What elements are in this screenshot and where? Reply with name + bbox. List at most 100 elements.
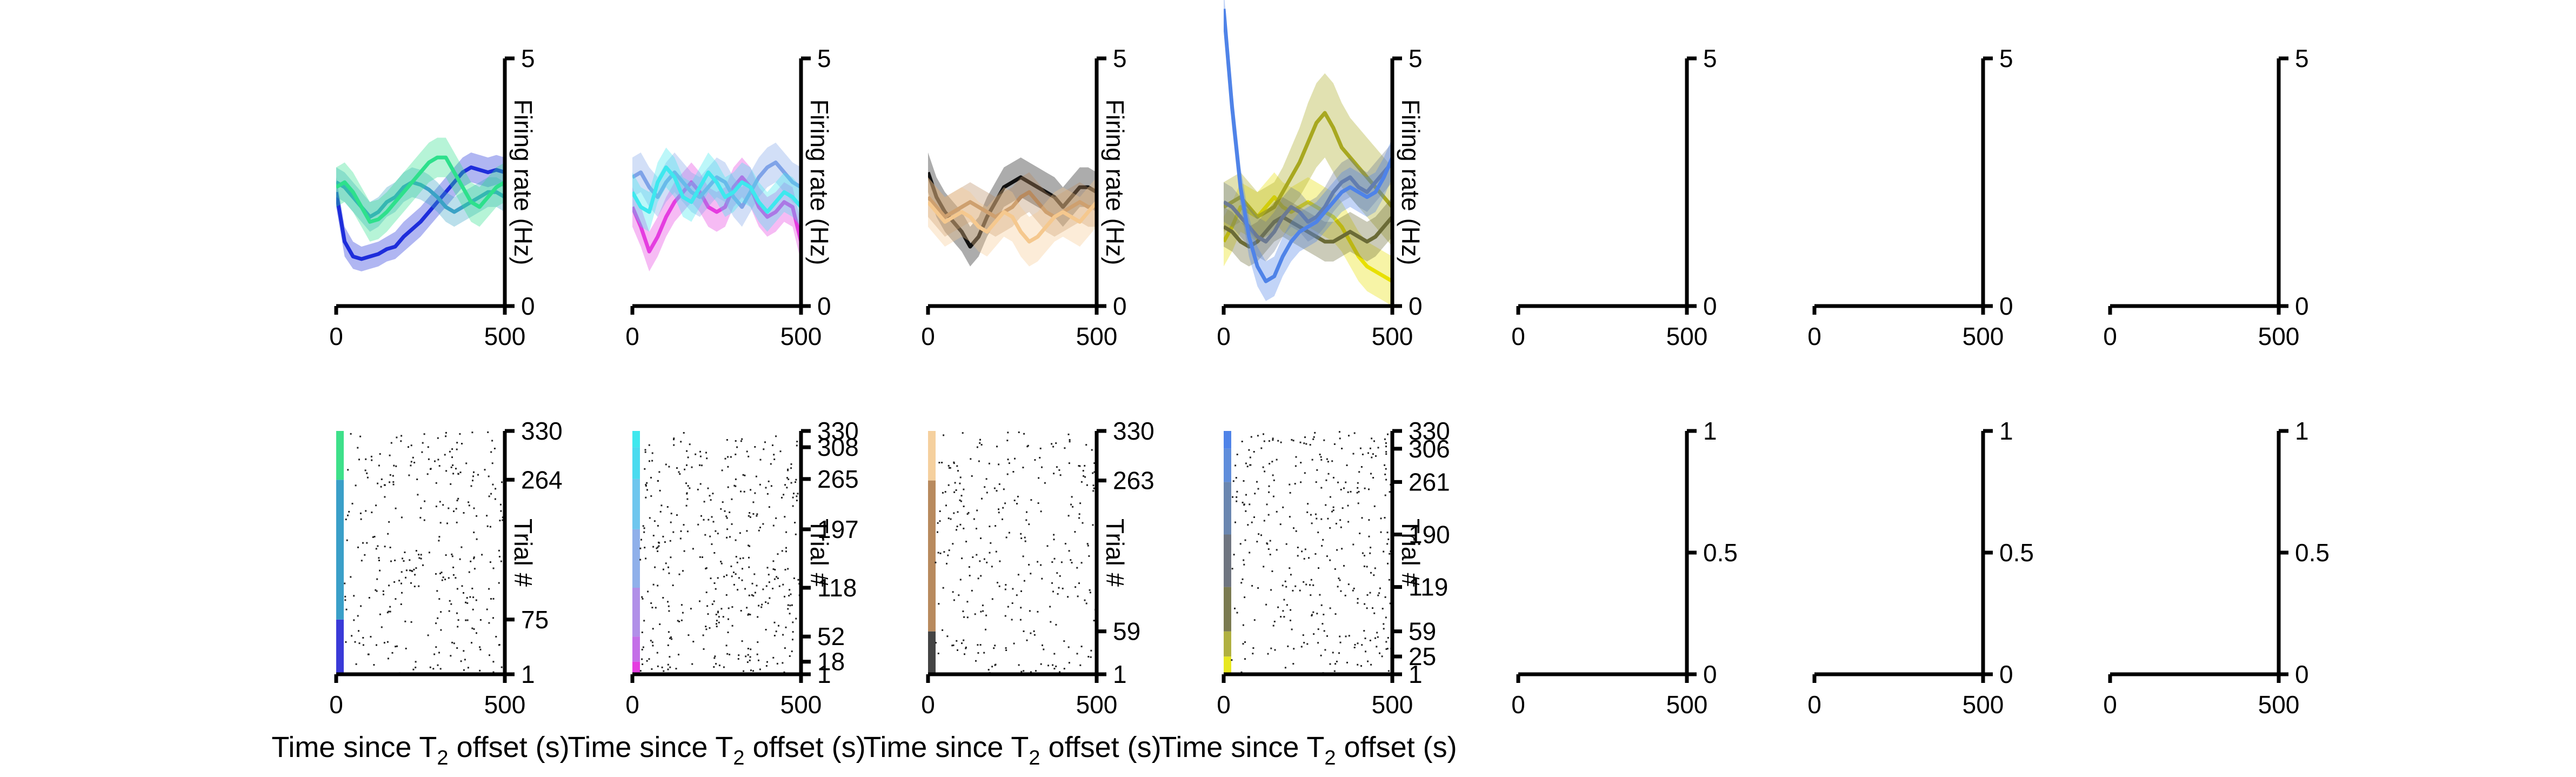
- raster-3-spike: [979, 439, 981, 441]
- raster-3-spike: [970, 458, 972, 460]
- raster-4-spike: [1285, 543, 1287, 545]
- raster-2-spike: [795, 479, 797, 481]
- raster-4-spike: [1295, 530, 1297, 532]
- raster-2-spike: [661, 666, 663, 668]
- raster-4-spike: [1343, 487, 1345, 489]
- raster-1-spike: [376, 590, 378, 592]
- raster-2-spike: [777, 553, 779, 555]
- raster-2-spike: [767, 602, 769, 605]
- raster-3-spike: [982, 605, 984, 607]
- raster-2-spike: [651, 452, 653, 454]
- raster-2-spike: [725, 515, 728, 517]
- raster-2-spike: [727, 486, 729, 488]
- raster-4-spike: [1314, 431, 1316, 434]
- raster-1-spike: [453, 510, 455, 513]
- raster-3-spike: [959, 476, 962, 479]
- raster-4-spike: [1357, 602, 1359, 604]
- raster-4-spike: [1320, 459, 1323, 461]
- raster-2-spike: [717, 533, 719, 535]
- raster-2-spike: [668, 610, 670, 612]
- raster-1-spike: [435, 573, 437, 575]
- raster-3-spike: [989, 552, 991, 554]
- raster-2-spike: [777, 577, 779, 579]
- raster-2-spike: [722, 616, 724, 618]
- raster-3-spike: [1035, 670, 1037, 672]
- raster-3-spike: [1074, 531, 1076, 533]
- raster-4-spike: [1232, 496, 1233, 498]
- raster-2-spike: [709, 627, 711, 629]
- raster-2-spike: [765, 629, 767, 630]
- raster-2-spike: [764, 441, 766, 443]
- raster-2-spike: [697, 488, 699, 490]
- raster-4-spike: [1329, 559, 1331, 561]
- raster-1-y-label: Trial #: [509, 519, 537, 587]
- raster-3-spike: [1012, 471, 1015, 473]
- psth-4-x-tick-label: 0: [1217, 322, 1231, 350]
- raster-3-spike: [995, 550, 997, 553]
- raster-3-spike: [998, 463, 1000, 466]
- raster-4-y-tick-label: 190: [1409, 520, 1450, 548]
- raster-3-spike: [1067, 433, 1070, 435]
- raster-3-spike: [1040, 564, 1042, 566]
- raster-4-spike: [1385, 641, 1387, 643]
- raster-4-spike: [1370, 572, 1372, 574]
- raster-4-spike: [1305, 443, 1307, 445]
- raster-2-spike: [735, 485, 737, 487]
- raster-2-spike: [652, 583, 655, 586]
- raster-1-spike: [481, 554, 483, 556]
- raster-2-spike: [781, 496, 783, 499]
- raster-1-spike: [411, 570, 413, 572]
- raster-3-spike: [1090, 649, 1092, 652]
- raster-2-spike: [784, 595, 785, 597]
- psth-6-y-tick-label: 5: [1999, 44, 2013, 72]
- raster-4-spike: [1347, 583, 1350, 586]
- raster-1-spike: [376, 644, 377, 646]
- raster-3-spike: [1007, 459, 1009, 461]
- raster-3-spike: [1069, 439, 1071, 441]
- raster-1-spike: [488, 495, 490, 497]
- raster-3-spike: [943, 551, 945, 553]
- raster-4-spike: [1369, 447, 1371, 449]
- raster-2-spike: [746, 661, 749, 663]
- raster-2-spike: [670, 556, 672, 559]
- raster-3-spike: [952, 543, 954, 545]
- raster-1-spike: [461, 585, 463, 587]
- raster-2-spike: [797, 493, 799, 495]
- raster-3-spike: [1023, 433, 1025, 435]
- raster-2-spike: [650, 476, 652, 479]
- raster-2-spike: [720, 561, 722, 563]
- raster-1-spike: [345, 641, 347, 643]
- raster-2-spike: [789, 613, 791, 615]
- raster-1-spike: [428, 458, 430, 460]
- raster-3-spike: [945, 504, 947, 507]
- raster-4-y-tick-label: 330: [1409, 417, 1450, 445]
- raster-3-spike: [1014, 457, 1016, 460]
- raster-2-spike: [647, 590, 649, 593]
- raster-2-spike: [792, 496, 794, 499]
- raster-2-spike: [729, 654, 731, 655]
- raster-4-spike: [1386, 648, 1389, 650]
- raster-2-spike: [644, 449, 646, 451]
- raster-3-spike: [942, 629, 944, 631]
- raster-1-spike: [449, 450, 451, 453]
- psth-5-y-tick-label: 5: [1703, 44, 1717, 72]
- raster-4-spike: [1384, 596, 1386, 598]
- raster-2-spike: [658, 542, 660, 544]
- raster-2-spike: [656, 652, 658, 654]
- raster-2-spike: [775, 630, 777, 633]
- raster-4-spike: [1348, 635, 1350, 637]
- raster-4-spike: [1329, 496, 1331, 498]
- raster-3-spike: [993, 647, 995, 649]
- raster-2-spike: [657, 585, 659, 587]
- raster-2-spike: [752, 501, 755, 503]
- raster-1-spike: [451, 553, 453, 555]
- raster-4-y-tick-label: 59: [1409, 617, 1436, 646]
- raster-3-spike: [1063, 640, 1065, 642]
- raster-4-spike: [1357, 642, 1359, 645]
- raster-4-spike: [1263, 440, 1265, 442]
- raster-4-spike: [1332, 652, 1334, 654]
- raster-1-spike: [476, 515, 478, 517]
- raster-4-spike: [1268, 440, 1270, 442]
- raster-1-spike: [455, 577, 457, 579]
- raster-1-spike: [463, 592, 464, 594]
